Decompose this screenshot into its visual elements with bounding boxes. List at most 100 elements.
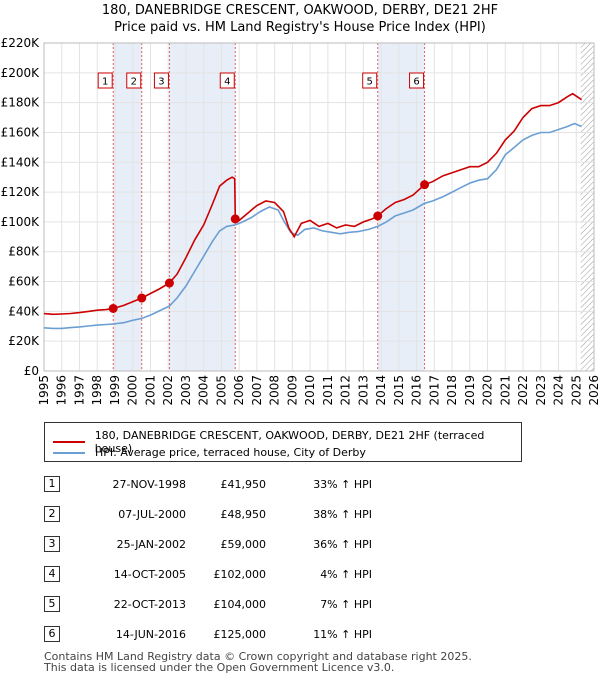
sale-price: £59,000: [220, 538, 267, 551]
y-tick-label: £0: [24, 364, 39, 378]
series-line-hpi: [44, 122, 582, 330]
x-tick-label: 1996: [55, 375, 69, 406]
y-tick-label: £40K: [8, 304, 40, 318]
x-tick-label: 1997: [72, 375, 86, 406]
sale-hpi-diff: 4% ↑ HPI: [320, 568, 372, 581]
sale-number-badge: 6: [44, 626, 60, 642]
footer: Contains HM Land Registry data © Crown c…: [44, 651, 472, 673]
legend-label-property: 180, DANEBRIDGE CRESCENT, OAKWOOD, DERBY…: [94, 429, 485, 455]
sale-number-badge: 2: [44, 506, 60, 522]
shaded-period: [113, 43, 142, 371]
x-tick-label: 1999: [108, 375, 122, 406]
sale-number-label: 2: [131, 77, 137, 88]
y-tick-label: £80K: [8, 245, 40, 259]
y-tick-label: £180K: [1, 96, 41, 110]
x-tick-label: 2006: [232, 375, 246, 406]
footer-copyright: Contains HM Land Registry data © Crown c…: [44, 650, 472, 663]
sale-row: 3 25-JAN-2002 £59,000 36% ↑ HPI: [44, 536, 564, 554]
x-tick-label: 2001: [143, 375, 157, 406]
legend-item-property: 180, DANEBRIDGE CRESCENT, OAKWOOD, DERBY…: [53, 429, 521, 455]
sale-number-badge: 5: [44, 596, 60, 612]
y-tick-label: £140K: [1, 155, 41, 169]
y-tick-label: £200K: [1, 66, 41, 80]
sale-date: 22-OCT-2013: [113, 598, 186, 611]
sale-hpi-diff: 11% ↑ HPI: [313, 628, 372, 641]
footer-licence: This data is licensed under the Open Gov…: [44, 661, 395, 674]
x-tick-label: 2008: [268, 375, 282, 406]
sale-row: 2 07-JUL-2000 £48,950 38% ↑ HPI: [44, 506, 564, 524]
sale-hpi-diff: 38% ↑ HPI: [313, 508, 372, 521]
sale-hpi-diff: 33% ↑ HPI: [313, 478, 372, 491]
x-tick-label: 2007: [250, 375, 264, 406]
sale-number-badge: 4: [44, 566, 60, 582]
sale-hpi-diff: 7% ↑ HPI: [320, 598, 372, 611]
x-tick-label: 2005: [214, 375, 228, 406]
x-tick-label: 2021: [498, 375, 512, 406]
sale-number-box: [126, 72, 142, 89]
sale-number-box: [362, 72, 378, 89]
x-tick-label: 1995: [37, 375, 51, 406]
sale-number-box: [97, 72, 113, 89]
x-tick-label: 2018: [445, 375, 459, 406]
x-tick-label: 2019: [463, 375, 477, 406]
x-tick-label: 2017: [427, 375, 441, 406]
sale-point: [137, 293, 147, 303]
sale-number-badge: 1: [44, 476, 60, 492]
legend-swatch-hpi: [53, 451, 85, 454]
sale-number-label: 6: [413, 77, 419, 88]
future-hatch-region: [580, 43, 594, 371]
x-tick-label: 2003: [179, 375, 193, 406]
price-chart: 1 2 3 4 5 6 £0 £20K £40K £60K £80K £100K £120K £140K £…: [1, 36, 600, 406]
x-tick-label: 2012: [339, 375, 353, 406]
legend-swatch-property: [53, 441, 85, 443]
x-tick-label: 1998: [90, 375, 104, 406]
sale-number-label: 1: [102, 77, 108, 88]
x-tick-label: 2004: [197, 375, 211, 406]
sale-date: 25-JAN-2002: [116, 538, 186, 551]
y-tick-label: £120K: [1, 185, 41, 199]
x-tick-label: 2014: [374, 375, 388, 406]
y-tick-label: £100K: [1, 215, 41, 229]
sale-hpi-diff: 36% ↑ HPI: [313, 538, 372, 551]
x-tick-label: 2026: [587, 375, 600, 406]
legend: 180, DANEBRIDGE CRESCENT, OAKWOOD, DERBY…: [44, 422, 522, 462]
sale-point: [108, 303, 118, 313]
sale-number-box: [219, 72, 235, 89]
x-tick-label: 2010: [303, 375, 317, 406]
plot-frame: [43, 42, 595, 372]
y-tick-label: £60K: [8, 275, 40, 289]
sale-row: 4 14-OCT-2005 £102,000 4% ↑ HPI: [44, 566, 564, 584]
y-tick-label: £220K: [1, 36, 41, 50]
sale-date: 07-JUL-2000: [118, 508, 186, 521]
sale-price: £125,000: [213, 628, 267, 641]
sale-row: 5 22-OCT-2013 £104,000 7% ↑ HPI: [44, 596, 564, 614]
sale-point: [230, 214, 240, 224]
sale-date: 14-JUN-2016: [115, 628, 186, 641]
x-tick-label: 2023: [534, 375, 548, 406]
sale-number-badge: 3: [44, 536, 60, 552]
title-line-2: Price paid vs. HM Land Registry's House …: [114, 20, 486, 35]
legend-item-hpi: HPI: Average price, terraced house, City…: [53, 446, 366, 459]
sale-number-label: 5: [367, 77, 373, 88]
x-tick-label: 2020: [481, 375, 495, 406]
x-tick-label: 2000: [126, 375, 140, 406]
x-tick-label: 2015: [392, 375, 406, 406]
sale-number-box: [409, 72, 425, 89]
y-tick-label: £160K: [1, 125, 41, 139]
x-tick-label: 2013: [356, 375, 370, 406]
sale-date: 14-OCT-2005: [113, 568, 186, 581]
sale-point: [373, 211, 383, 221]
sale-price: £41,950: [220, 478, 267, 491]
sale-point: [164, 278, 174, 288]
shaded-period: [169, 43, 236, 371]
title-line-1: 180, DANEBRIDGE CRESCENT, OAKWOOD, DERBY…: [101, 3, 499, 18]
x-tick-label: 2002: [161, 375, 175, 406]
legend-label-hpi: HPI: Average price, terraced house, City…: [95, 446, 366, 459]
sale-number-box: [153, 72, 169, 89]
x-tick-label: 2022: [516, 375, 530, 406]
sale-price: £48,950: [220, 508, 267, 521]
sale-row: 1 27-NOV-1998 £41,950 33% ↑ HPI: [44, 476, 564, 494]
sale-price: £102,000: [213, 568, 267, 581]
sale-row: 6 14-JUN-2016 £125,000 11% ↑ HPI: [44, 626, 564, 644]
x-tick-label: 2011: [321, 375, 335, 406]
